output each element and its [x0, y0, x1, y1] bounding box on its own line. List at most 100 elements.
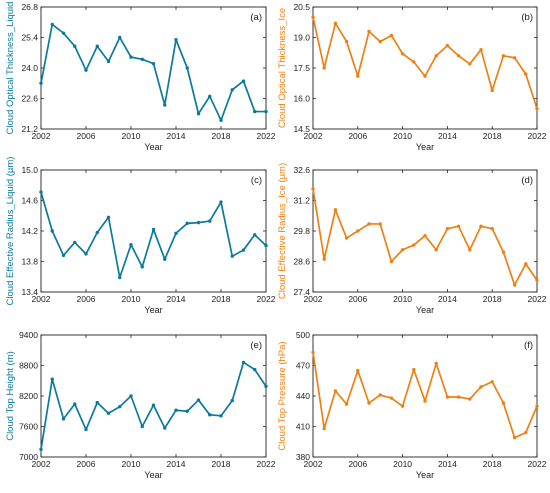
data-point — [163, 426, 167, 430]
data-point — [344, 402, 349, 406]
y-axis-label: Cloud Effective Radius_Liquid (µm) — [5, 157, 16, 306]
y-tick-label: 440 — [296, 391, 310, 401]
data-point — [322, 257, 326, 261]
x-tick-label: 2006 — [348, 459, 367, 469]
y-axis-label: Cloud Top Pressure (hPa) — [277, 341, 288, 450]
series-line — [312, 16, 538, 109]
data-point — [219, 414, 223, 418]
data-point — [39, 447, 43, 452]
y-tick-label: 380 — [296, 452, 310, 462]
data-point — [524, 430, 528, 435]
data-point — [456, 395, 461, 399]
data-point — [106, 215, 111, 219]
y-axis-label: Cloud Effective Radius_Ice (µm) — [277, 163, 288, 299]
data-point — [468, 248, 472, 252]
y-tick-label: 470 — [296, 361, 310, 371]
data-point — [140, 57, 144, 61]
data-point — [434, 361, 438, 366]
chart-panel-c: 13.4 13.8 14.2 14.6 15.0 2002 2006 2010 2014 2018… — [5, 157, 276, 315]
x-tick-label: 2022 — [528, 131, 547, 141]
data-point — [524, 72, 528, 76]
data-point — [118, 35, 122, 40]
data-point — [423, 74, 427, 78]
data-point — [524, 262, 528, 266]
data-point — [311, 15, 315, 19]
panel-label: (d) — [521, 175, 533, 186]
data-point — [140, 265, 144, 269]
data-point — [185, 409, 189, 413]
data-point — [356, 74, 360, 78]
data-point — [333, 389, 338, 393]
data-point — [389, 33, 394, 38]
y-tick-label: 8800 — [19, 361, 38, 371]
data-point — [39, 81, 43, 85]
data-point — [322, 426, 326, 431]
y-axis-label: Cloud Top Height (m) — [5, 351, 16, 441]
data-point — [208, 219, 212, 223]
data-point — [253, 109, 257, 114]
data-point — [445, 395, 450, 399]
data-point — [512, 56, 517, 60]
data-point — [39, 190, 43, 194]
x-axis-label: Year — [144, 305, 162, 315]
data-point — [95, 44, 99, 48]
y-tick-label: 17.5 — [293, 63, 310, 73]
x-axis-label: Year — [144, 142, 162, 152]
x-tick-label: 2002 — [304, 131, 323, 141]
data-point — [356, 368, 360, 373]
y-axis-label: Cloud Optical Thickness_Liquid — [5, 2, 16, 135]
x-axis-label: Year — [416, 305, 434, 315]
x-tick-label: 2014 — [438, 294, 457, 304]
y-tick-label: 27.4 — [293, 287, 310, 297]
data-point — [264, 109, 268, 114]
data-point — [151, 61, 156, 66]
y-tick-label: 14.5 — [293, 124, 310, 134]
x-tick-label: 2010 — [122, 294, 141, 304]
x-tick-label: 2014 — [438, 131, 457, 141]
data-point — [129, 55, 133, 59]
data-point — [378, 393, 382, 397]
data-point — [456, 224, 461, 229]
y-tick-label: 24.0 — [21, 63, 38, 73]
data-point — [163, 103, 167, 107]
data-point — [163, 257, 167, 261]
x-tick-label: 2010 — [393, 459, 412, 469]
data-point — [129, 394, 133, 398]
data-point — [95, 400, 99, 405]
data-point — [151, 227, 156, 232]
data-point — [174, 408, 178, 412]
data-point — [241, 79, 246, 83]
data-point — [367, 29, 371, 34]
data-point — [367, 401, 371, 405]
y-tick-label: 32.6 — [293, 165, 310, 175]
data-point — [512, 435, 517, 440]
data-point — [412, 243, 416, 247]
panel-label: (f) — [524, 340, 533, 351]
data-point — [479, 385, 483, 389]
data-point — [311, 350, 315, 354]
data-point — [84, 427, 88, 432]
data-point — [501, 401, 506, 405]
x-tick-label: 2018 — [212, 131, 231, 141]
data-point — [129, 243, 133, 247]
data-point — [84, 68, 88, 72]
data-point — [50, 377, 54, 381]
chart-panel-d: 27.4 28.6 29.8 31.2 32.6 2002 2006 2010 2014 2018… — [277, 163, 547, 315]
x-axis-label: Year — [144, 470, 162, 480]
data-point — [61, 253, 66, 258]
chart-panel-a: 21.2 22.6 24.0 25.4 26.8 2002 2006 2010 2014 2018… — [5, 2, 276, 152]
x-tick-label: 2018 — [483, 459, 502, 469]
x-tick-label: 2006 — [77, 294, 96, 304]
data-point — [140, 424, 144, 429]
x-tick-label: 2018 — [483, 131, 502, 141]
data-point — [219, 118, 223, 122]
data-point — [333, 21, 338, 25]
data-point — [400, 248, 405, 252]
data-point — [50, 22, 54, 27]
y-tick-label: 29.8 — [293, 226, 310, 236]
data-point — [118, 404, 122, 409]
data-point — [356, 229, 360, 233]
data-point — [400, 52, 405, 56]
